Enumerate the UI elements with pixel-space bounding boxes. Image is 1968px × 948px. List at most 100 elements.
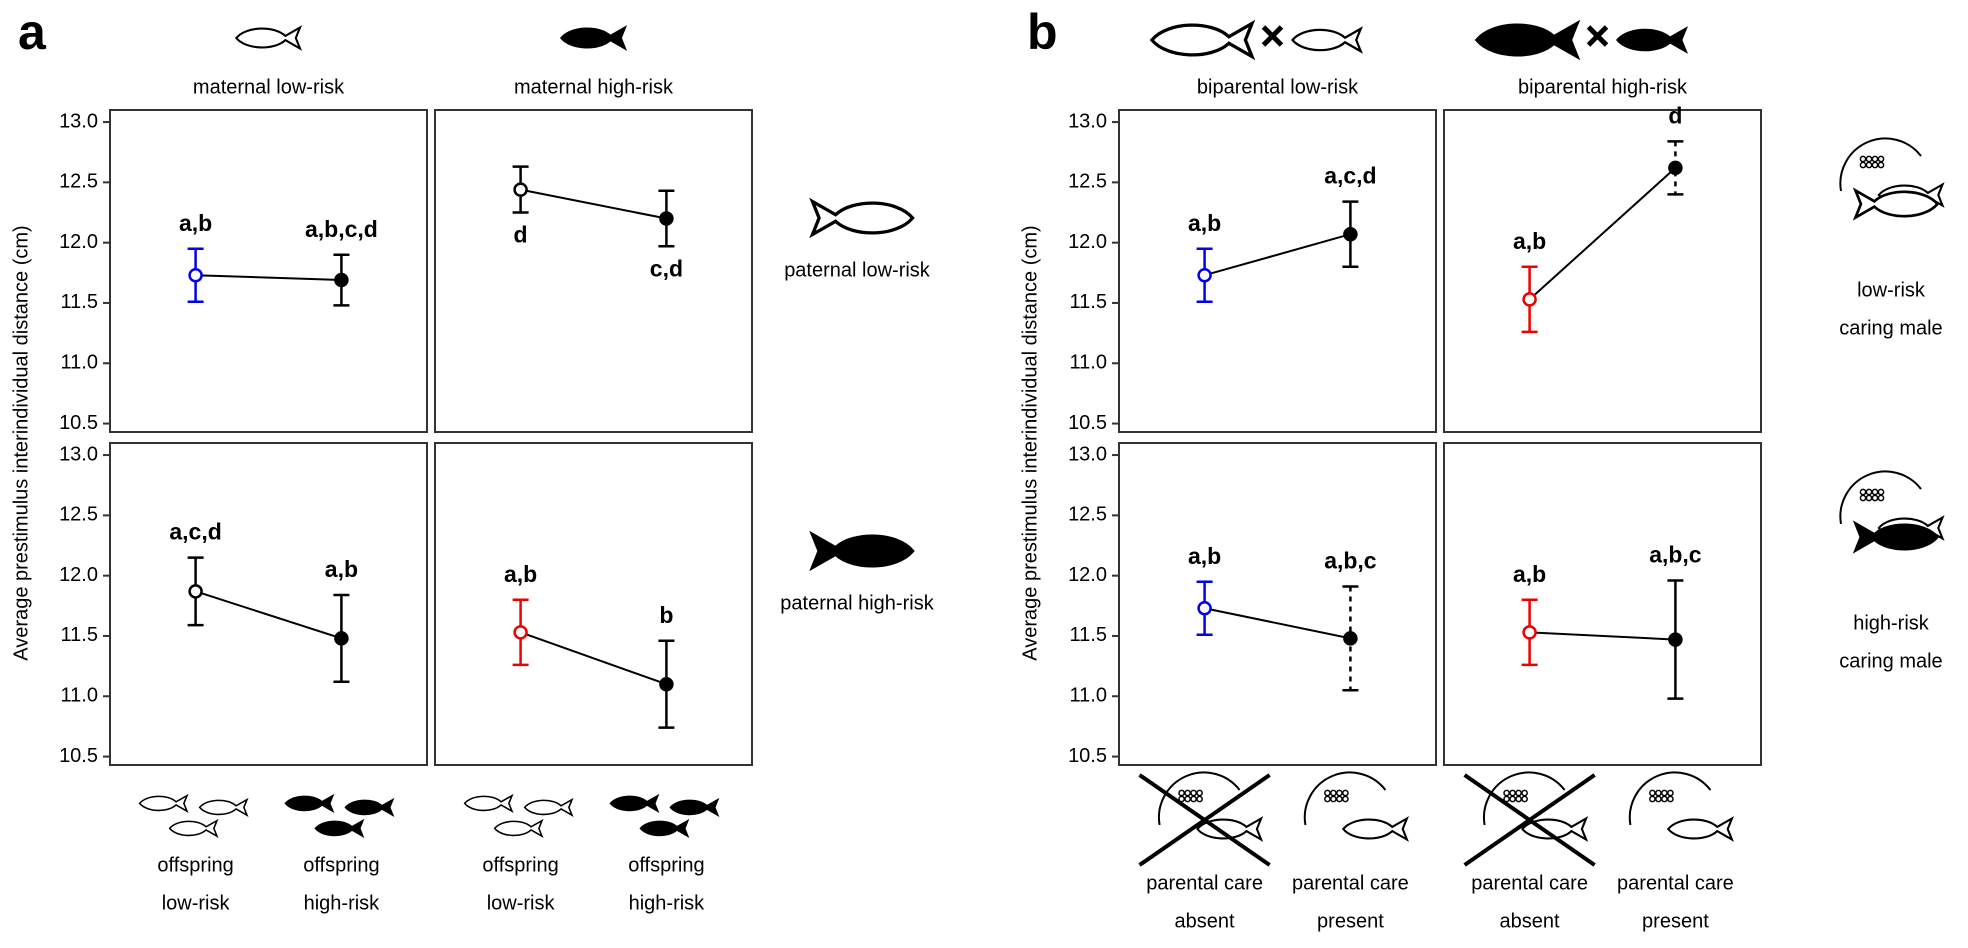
connecting-line	[1204, 233, 1351, 277]
row-header: caring male	[1839, 317, 1942, 339]
egg	[1865, 161, 1873, 169]
fish-icon	[198, 798, 248, 816]
fish-icon	[639, 819, 689, 837]
egg	[1859, 161, 1867, 169]
plot-frame	[1118, 109, 1437, 433]
egg	[1655, 795, 1662, 803]
point	[1343, 226, 1358, 242]
egg	[1503, 789, 1510, 797]
fish-icon	[138, 794, 188, 812]
egg	[1649, 795, 1656, 803]
plot-frame	[109, 109, 428, 433]
point	[188, 267, 203, 283]
egg	[1330, 789, 1337, 797]
egg	[1865, 155, 1873, 163]
point	[1668, 632, 1683, 647]
y-tick-label: 12.0	[1068, 564, 1107, 586]
row-header: paternal high-risk	[780, 592, 934, 614]
fish-icon	[493, 819, 543, 837]
cross-line	[1463, 773, 1596, 867]
fish-icon	[523, 798, 573, 816]
egg	[1324, 789, 1331, 797]
significance-label: a,b,c	[1649, 542, 1702, 568]
row-header: caring male	[1839, 650, 1942, 672]
times-sign	[1261, 25, 1284, 47]
fish-icon	[1667, 817, 1733, 841]
egg	[1190, 795, 1197, 803]
egg	[1503, 795, 1510, 803]
egg	[1661, 789, 1668, 797]
error-bar	[1667, 140, 1684, 196]
egg	[1877, 488, 1885, 496]
point	[513, 182, 528, 197]
x-label: present	[1642, 910, 1709, 932]
egg	[1336, 795, 1343, 803]
egg	[1509, 789, 1516, 797]
y-tick-label: 13.0	[59, 110, 98, 132]
egg	[1196, 795, 1203, 803]
y-tick-label: 13.0	[1068, 443, 1107, 465]
egg	[1871, 488, 1879, 496]
significance-label: a,c,d	[1324, 163, 1376, 189]
egg	[1667, 789, 1674, 797]
panel-label: a	[18, 4, 47, 60]
point	[1197, 600, 1212, 616]
nest-arc	[1303, 771, 1387, 826]
significance-label: a,b	[1188, 210, 1221, 236]
y-tick-label: 12.0	[1068, 231, 1107, 253]
plot-frame	[1118, 442, 1437, 766]
egg	[1859, 155, 1867, 163]
fish-icon	[1475, 21, 1579, 59]
egg	[1865, 488, 1873, 496]
plot-frame	[434, 442, 753, 766]
y-tick-label: 10.5	[1068, 745, 1107, 767]
egg	[1877, 155, 1885, 163]
fish-icon	[1854, 189, 1939, 219]
nest-arc	[1839, 470, 1922, 525]
egg	[1342, 795, 1349, 803]
egg	[1515, 789, 1522, 797]
fish-icon	[1854, 522, 1939, 552]
x-label: low-risk	[487, 892, 556, 914]
y-tick-label: 12.0	[59, 231, 98, 253]
column-header: maternal low-risk	[193, 76, 345, 98]
fish-icon	[810, 532, 915, 570]
y-tick-label: 11.5	[1070, 624, 1107, 646]
egg	[1190, 789, 1197, 797]
row-header: high-risk	[1853, 612, 1930, 634]
y-tick-label: 10.5	[59, 412, 98, 434]
point	[513, 625, 528, 640]
y-tick-label: 11.0	[61, 352, 98, 374]
panel-label: b	[1027, 4, 1058, 60]
plot-frame	[109, 442, 428, 766]
egg	[1877, 161, 1885, 169]
nest-arc	[1839, 137, 1922, 192]
point	[1668, 160, 1683, 176]
egg	[1521, 795, 1528, 803]
egg	[1515, 795, 1522, 803]
plot-frame	[1443, 109, 1762, 433]
significance-label: a,b	[1513, 228, 1546, 254]
fish-icon	[560, 26, 627, 50]
x-label: parental care	[1146, 872, 1263, 894]
column-header: biparental low-risk	[1197, 76, 1359, 98]
y-tick-label: 12.5	[1068, 171, 1107, 193]
column-header: biparental high-risk	[1518, 76, 1688, 98]
nest-arc	[1483, 771, 1566, 826]
point	[659, 676, 674, 692]
point	[334, 631, 349, 646]
x-label: parental care	[1617, 872, 1734, 894]
x-label: absent	[1175, 910, 1235, 932]
fish-icon	[463, 794, 513, 812]
egg	[1871, 161, 1879, 169]
x-label: high-risk	[629, 892, 706, 914]
point	[334, 272, 349, 288]
egg	[1859, 488, 1867, 496]
y-tick-label: 13.0	[59, 443, 98, 465]
x-label: present	[1317, 910, 1384, 932]
fish-icon	[609, 794, 659, 812]
x-label: high-risk	[304, 892, 381, 914]
connecting-line	[195, 274, 342, 282]
